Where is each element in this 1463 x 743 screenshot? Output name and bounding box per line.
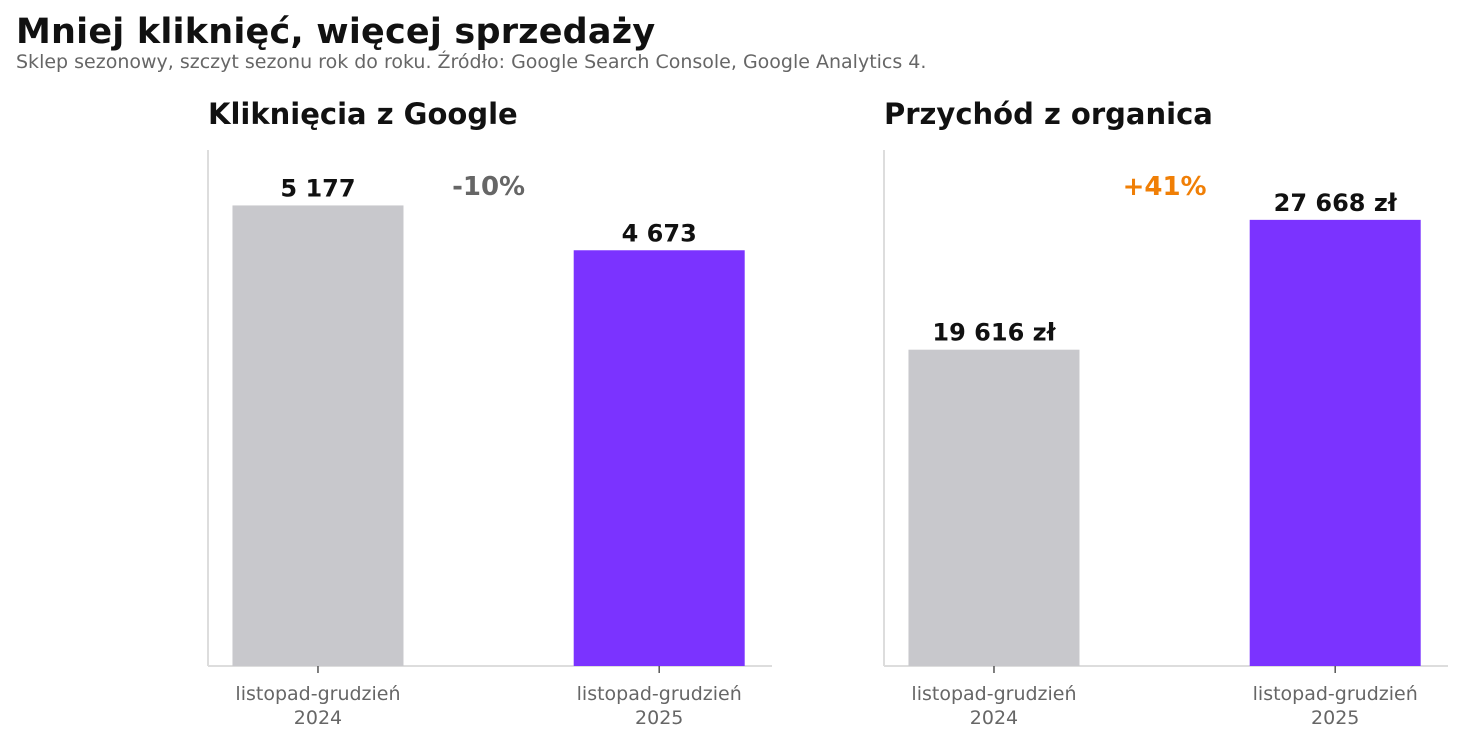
chart-1-bar-1 [232, 205, 404, 666]
chart-2-bar-2 [1249, 219, 1421, 666]
chart-2-bar-1 [908, 349, 1080, 666]
chart-1-tick-label-1-line-1: listopad-grudzień [235, 683, 400, 705]
chart-1-title: Kliknięcia z Google [208, 97, 518, 131]
chart-2-tick-label-2-line-1: listopad-grudzień [1253, 683, 1418, 705]
chart-1-tick-label-2-line-1: listopad-grudzień [577, 683, 742, 705]
chart-2-tick-label-1-line-2: 2024 [970, 707, 1018, 729]
chart-2-title: Przychód z organica [884, 97, 1213, 131]
chart-2-tick-label-2-line-2: 2025 [1311, 707, 1359, 729]
page-subtitle: Sklep sezonowy, szczyt sezonu rok do rok… [16, 51, 927, 73]
chart-2-value-label-1: 19 616 zł [932, 319, 1056, 347]
chart-1-value-label-1: 5 177 [280, 174, 355, 202]
chart-2-tick-label-1-line-1: listopad-grudzień [911, 683, 1076, 705]
chart-1-change-label: -10% [452, 172, 525, 202]
page-title: Mniej kliknięć, więcej sprzedaży [16, 12, 656, 52]
chart-1-tick-label-1-line-2: 2024 [294, 707, 342, 729]
chart-2-value-label-2: 27 668 zł [1274, 189, 1398, 217]
chart-2-change-label: +41% [1123, 172, 1207, 202]
chart-1-value-label-2: 4 673 [622, 219, 697, 247]
chart-1-bar-2 [573, 250, 745, 666]
chart-1-tick-label-2-line-2: 2025 [635, 707, 683, 729]
